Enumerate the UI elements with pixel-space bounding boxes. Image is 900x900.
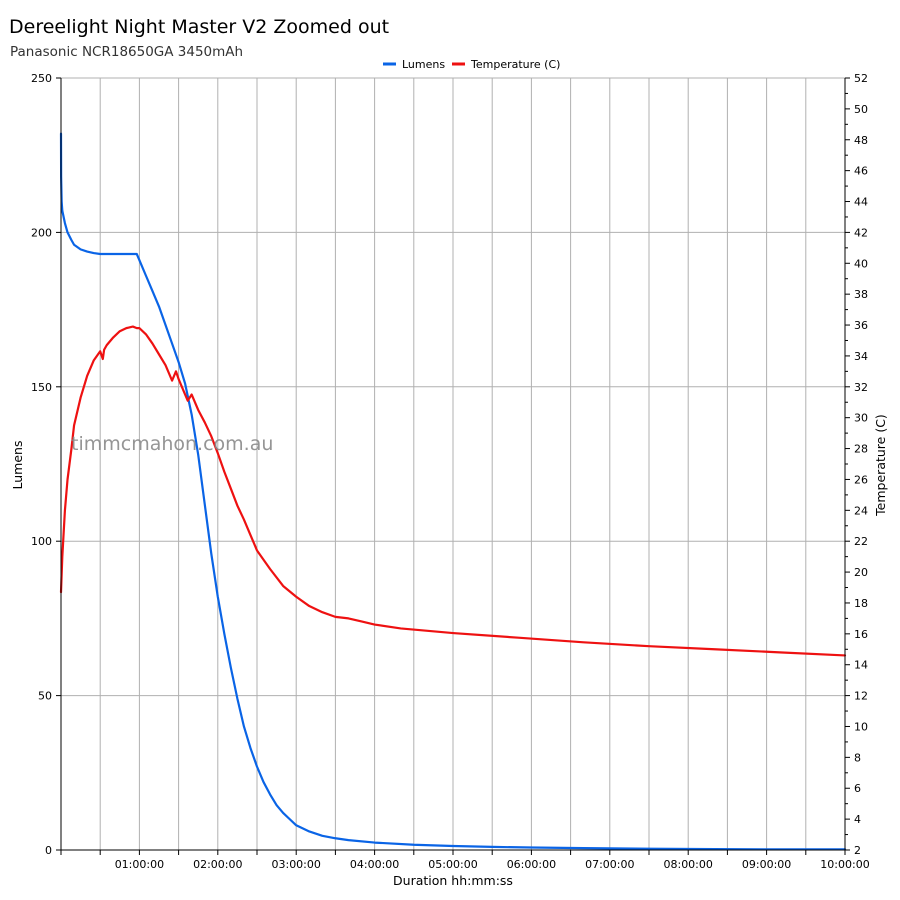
x-tick-label: 02:00:00 (193, 858, 242, 871)
legend-label-lumens: Lumens (402, 58, 445, 71)
x-tick-label: 06:00:00 (507, 858, 556, 871)
y2-tick-label: 46 (854, 165, 868, 178)
y2-tick-label: 44 (854, 196, 868, 209)
y-tick-label: 100 (31, 535, 52, 548)
y-tick-label: 250 (31, 72, 52, 85)
y2-tick-label: 38 (854, 288, 868, 301)
y2-tick-label: 28 (854, 443, 868, 456)
series-line-temperature (59, 325, 847, 657)
x-axis-label: Duration hh:mm:ss (393, 873, 513, 888)
y2-tick-label: 30 (854, 412, 868, 425)
chart-title: Dereelight Night Master V2 Zoomed out (9, 16, 389, 38)
y2-axis-label: Temperature (C) (873, 414, 888, 517)
y2-tick-label: 32 (854, 381, 868, 394)
y2-tick-label: 12 (854, 690, 868, 703)
y-tick-label: 0 (45, 844, 52, 857)
y2-tick-label: 48 (854, 134, 868, 147)
x-tick-label: 10:00:00 (820, 858, 869, 871)
y2-tick-label: 4 (854, 813, 861, 826)
y2-tick-label: 20 (854, 566, 868, 579)
y2-tick-label: 16 (854, 628, 868, 641)
y2-tick-label: 42 (854, 226, 868, 239)
x-tick-label: 04:00:00 (350, 858, 399, 871)
legend: Lumens Temperature (C) (383, 58, 560, 71)
y2-tick-label: 24 (854, 504, 868, 517)
y2-tick-label: 34 (854, 350, 868, 363)
y2-tick-label: 50 (854, 103, 868, 116)
y2-tick-label: 10 (854, 720, 868, 733)
y2-tick-label: 40 (854, 257, 868, 270)
watermark: timmcmahon.com.au (71, 433, 273, 455)
y2-tick-label: 26 (854, 473, 868, 486)
legend-label-temperature: Temperature (C) (470, 58, 560, 71)
y-tick-label: 50 (38, 690, 52, 703)
y2-tick-label: 14 (854, 659, 868, 672)
x-tick-label: 07:00:00 (585, 858, 634, 871)
x-tick-label: 05:00:00 (428, 858, 477, 871)
series-line-lumens (59, 132, 847, 851)
y2-tick-label: 18 (854, 597, 868, 610)
y-tick-label: 200 (31, 226, 52, 239)
x-tick-label: 08:00:00 (663, 858, 712, 871)
y-axis-label: Lumens (10, 441, 25, 490)
y2-tick-label: 8 (854, 751, 861, 764)
y2-tick-label: 36 (854, 319, 868, 332)
y2-tick-label: 2 (854, 844, 861, 857)
chart-subtitle: Panasonic NCR18650GA 3450mAh (10, 44, 243, 60)
grid (61, 77, 846, 850)
y2-tick-label: 52 (854, 72, 868, 85)
x-tick-label: 01:00:00 (115, 858, 164, 871)
plot-series (59, 132, 847, 851)
y2-tick-label: 6 (854, 782, 861, 795)
x-tick-label: 03:00:00 (271, 858, 320, 871)
y2-tick-label: 22 (854, 535, 868, 548)
y-tick-label: 150 (31, 381, 52, 394)
x-tick-label: 09:00:00 (742, 858, 791, 871)
